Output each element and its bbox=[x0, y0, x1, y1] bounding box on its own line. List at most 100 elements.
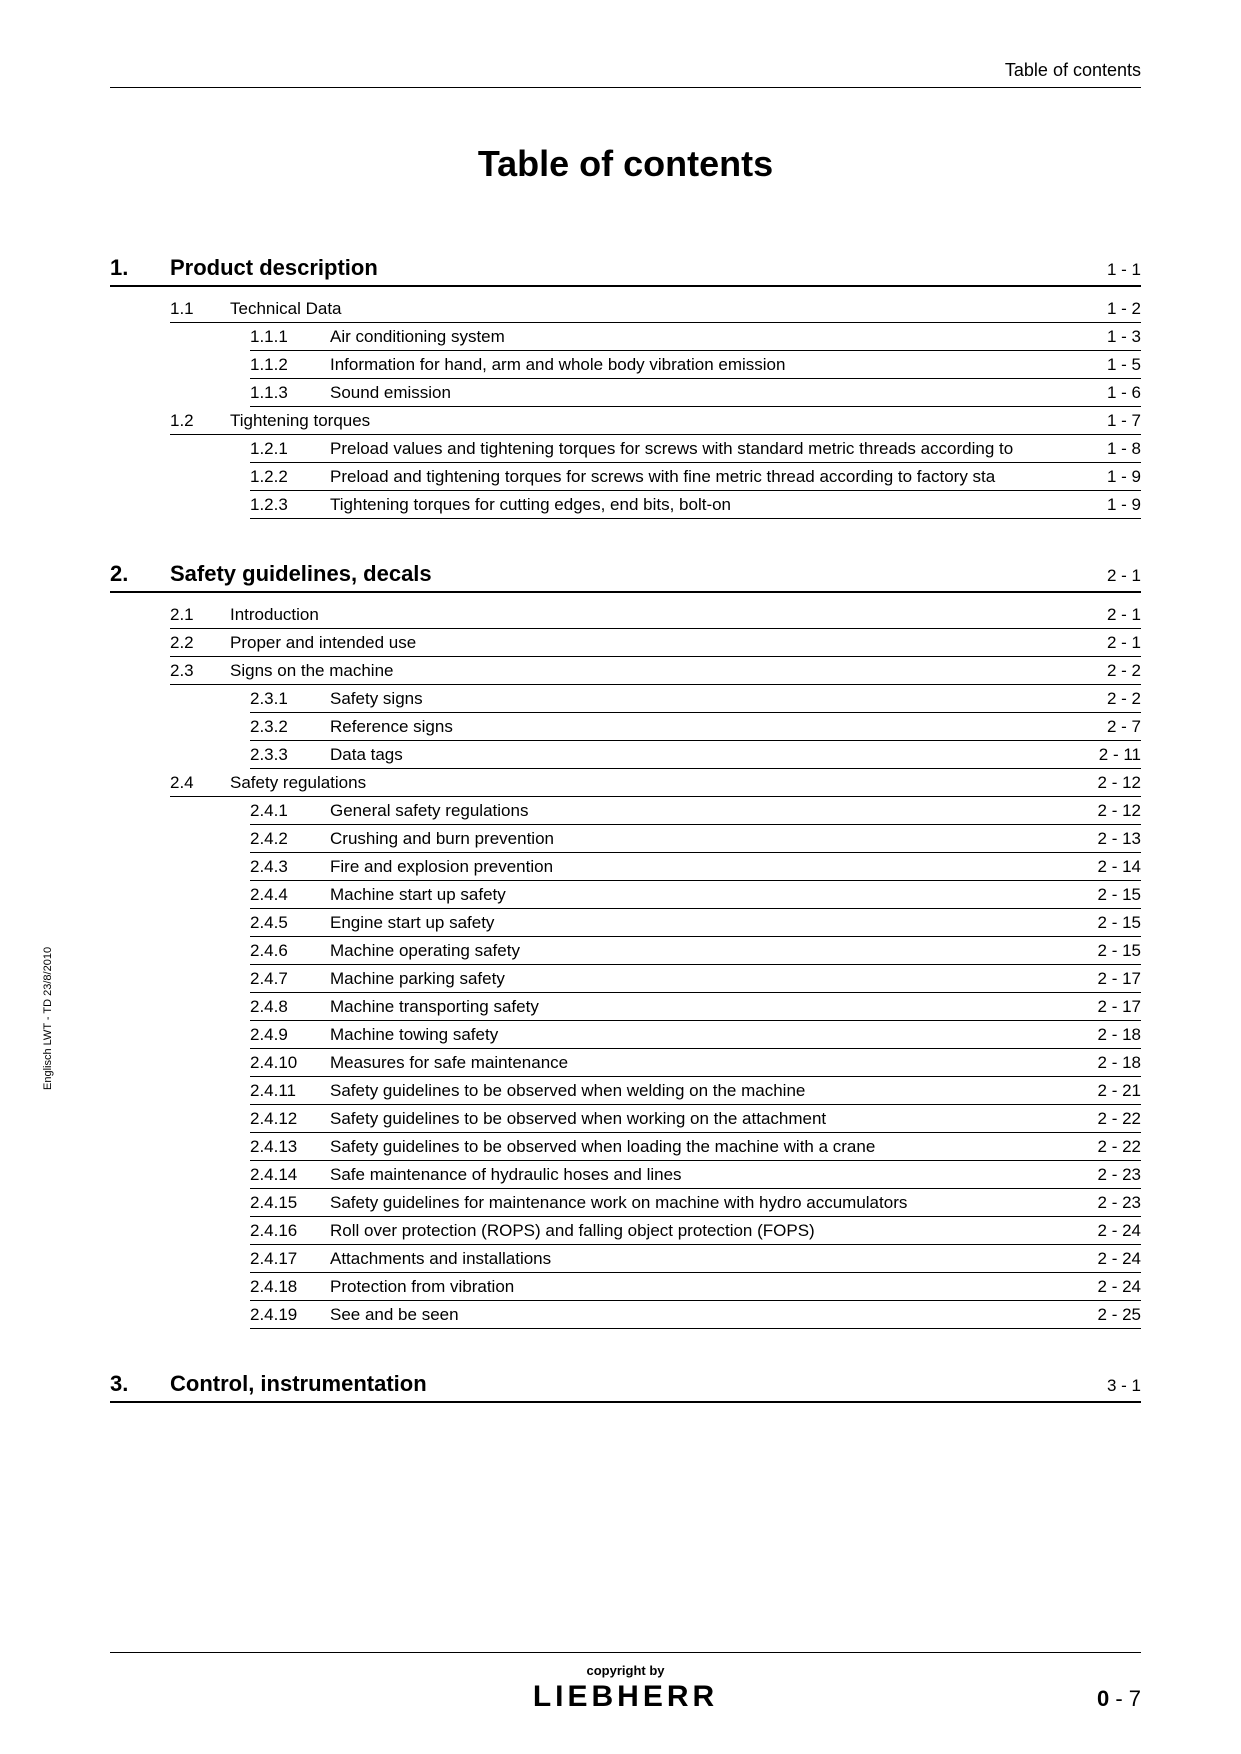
page-number: 0 - 7 bbox=[1097, 1686, 1141, 1712]
sub-title: Signs on the machine bbox=[230, 661, 1087, 681]
subsub-page: 2 - 15 bbox=[1078, 885, 1141, 905]
subsub-row: 2.4.9Machine towing safety2 - 18 bbox=[250, 1021, 1141, 1049]
footer: copyright by LIEBHERR 0 - 7 bbox=[110, 1652, 1141, 1714]
sub-title: Safety regulations bbox=[230, 773, 1078, 793]
subsub-title: Machine transporting safety bbox=[330, 997, 1078, 1017]
subsub-title: Machine operating safety bbox=[330, 941, 1078, 961]
sub-num: 1.1 bbox=[170, 299, 230, 319]
subsub-num: 2.3.3 bbox=[250, 745, 330, 765]
sub-page: 2 - 12 bbox=[1078, 773, 1141, 793]
section: 2.Safety guidelines, decals2 - 1 2.1Intro… bbox=[110, 561, 1141, 1329]
subsub-row: 2.4.3Fire and explosion prevention2 - 14 bbox=[250, 853, 1141, 881]
sub-num: 2.1 bbox=[170, 605, 230, 625]
subsub-page: 2 - 21 bbox=[1078, 1081, 1141, 1101]
sub-num: 2.2 bbox=[170, 633, 230, 653]
subsub-num: 1.1.3 bbox=[250, 383, 330, 403]
sub-title: Tightening torques bbox=[230, 411, 1087, 431]
subsub-title: Air conditioning system bbox=[330, 327, 1087, 347]
subsub-title: Safety guidelines to be observed when we… bbox=[330, 1081, 1078, 1101]
subsub-num: 2.4.8 bbox=[250, 997, 330, 1017]
sub-row: 2.1Introduction2 - 1 bbox=[170, 601, 1141, 629]
subsub-page: 2 - 13 bbox=[1078, 829, 1141, 849]
subsub-row: 2.4.8Machine transporting safety2 - 17 bbox=[250, 993, 1141, 1021]
subsub-title: Fire and explosion prevention bbox=[330, 857, 1078, 877]
section: 3.Control, instrumentation3 - 1 bbox=[110, 1371, 1141, 1403]
section-head: 2.Safety guidelines, decals2 - 1 bbox=[110, 561, 1141, 593]
subsub-title: Machine parking safety bbox=[330, 969, 1078, 989]
subsub-row: 2.4.1General safety regulations2 - 12 bbox=[250, 797, 1141, 825]
sub-page: 1 - 7 bbox=[1087, 411, 1141, 431]
subsub-page: 2 - 12 bbox=[1078, 801, 1141, 821]
sub-title: Proper and intended use bbox=[230, 633, 1087, 653]
brand-logo: LIEBHERR bbox=[110, 1680, 1141, 1714]
subsub-num: 1.2.1 bbox=[250, 439, 330, 459]
subsub-page: 2 - 15 bbox=[1078, 913, 1141, 933]
subsub-page: 1 - 3 bbox=[1087, 327, 1141, 347]
header-label: Table of contents bbox=[110, 60, 1141, 88]
subsub-page: 2 - 24 bbox=[1078, 1249, 1141, 1269]
subsub-page: 2 - 2 bbox=[1087, 689, 1141, 709]
subsub-row: 2.3.1Safety signs2 - 2 bbox=[250, 685, 1141, 713]
page-number-rest: - 7 bbox=[1109, 1686, 1141, 1711]
subsub-row: 2.4.12Safety guidelines to be observed w… bbox=[250, 1105, 1141, 1133]
subsub-num: 2.4.6 bbox=[250, 941, 330, 961]
subsub-row: 2.4.14Safe maintenance of hydraulic hose… bbox=[250, 1161, 1141, 1189]
subsub-row: 2.4.15Safety guidelines for maintenance … bbox=[250, 1189, 1141, 1217]
subsub-page: 2 - 22 bbox=[1078, 1137, 1141, 1157]
subsub-num: 2.4.14 bbox=[250, 1165, 330, 1185]
sub-row: 2.3Signs on the machine2 - 2 bbox=[170, 657, 1141, 685]
subsub-row: 2.3.2Reference signs2 - 7 bbox=[250, 713, 1141, 741]
subsub-row: 2.4.13Safety guidelines to be observed w… bbox=[250, 1133, 1141, 1161]
subsub-title: Engine start up safety bbox=[330, 913, 1078, 933]
subsub-row: 2.4.6Machine operating safety2 - 15 bbox=[250, 937, 1141, 965]
subsub-num: 1.2.2 bbox=[250, 467, 330, 487]
section-page: 2 - 1 bbox=[1107, 566, 1141, 586]
page-number-bold: 0 bbox=[1097, 1686, 1109, 1711]
subsub-title: Tightening torques for cutting edges, en… bbox=[330, 495, 1087, 515]
subsub-page: 1 - 8 bbox=[1087, 439, 1141, 459]
subsub-title: Roll over protection (ROPS) and falling … bbox=[330, 1221, 1078, 1241]
subsub-num: 2.3.2 bbox=[250, 717, 330, 737]
section-head: 1.Product description1 - 1 bbox=[110, 255, 1141, 287]
side-text: Englisch LWT - TD 23/8/2010 bbox=[42, 947, 54, 1090]
subsub-num: 2.4.10 bbox=[250, 1053, 330, 1073]
sub-title: Technical Data bbox=[230, 299, 1087, 319]
sub-page: 2 - 1 bbox=[1087, 633, 1141, 653]
subsub-title: Protection from vibration bbox=[330, 1277, 1078, 1297]
section-page: 1 - 1 bbox=[1107, 260, 1141, 280]
subsub-title: Safe maintenance of hydraulic hoses and … bbox=[330, 1165, 1078, 1185]
section-num: 3. bbox=[110, 1371, 170, 1397]
sub-title: Introduction bbox=[230, 605, 1087, 625]
subsub-row: 2.4.2Crushing and burn prevention2 - 13 bbox=[250, 825, 1141, 853]
subsub-num: 2.4.1 bbox=[250, 801, 330, 821]
subsub-page: 2 - 14 bbox=[1078, 857, 1141, 877]
subsub-row: 1.1.3Sound emission1 - 6 bbox=[250, 379, 1141, 407]
subsub-page: 2 - 18 bbox=[1078, 1025, 1141, 1045]
subsub-title: Preload values and tightening torques fo… bbox=[330, 439, 1087, 459]
subsub-num: 2.4.16 bbox=[250, 1221, 330, 1241]
subsub-title: Machine towing safety bbox=[330, 1025, 1078, 1045]
sub-row: 1.1Technical Data1 - 2 bbox=[170, 295, 1141, 323]
sub-page: 1 - 2 bbox=[1087, 299, 1141, 319]
subsub-title: Preload and tightening torques for screw… bbox=[330, 467, 1087, 487]
subsub-row: 2.4.10Measures for safe maintenance2 - 1… bbox=[250, 1049, 1141, 1077]
subsub-num: 2.4.3 bbox=[250, 857, 330, 877]
subsub-num: 1.1.2 bbox=[250, 355, 330, 375]
subsub-page: 2 - 17 bbox=[1078, 969, 1141, 989]
subsub-row: 2.4.4Machine start up safety2 - 15 bbox=[250, 881, 1141, 909]
subsub-row: 2.4.17Attachments and installations2 - 2… bbox=[250, 1245, 1141, 1273]
subsub-row: 1.1.1Air conditioning system1 - 3 bbox=[250, 323, 1141, 351]
subsub-num: 2.4.4 bbox=[250, 885, 330, 905]
subsub-num: 2.4.5 bbox=[250, 913, 330, 933]
section-title: Control, instrumentation bbox=[170, 1371, 1107, 1397]
subsub-row: 2.3.3Data tags2 - 11 bbox=[250, 741, 1141, 769]
subsub-row: 1.2.2Preload and tightening torques for … bbox=[250, 463, 1141, 491]
sub-row: 2.2Proper and intended use2 - 1 bbox=[170, 629, 1141, 657]
subsub-page: 2 - 17 bbox=[1078, 997, 1141, 1017]
subsub-num: 2.4.7 bbox=[250, 969, 330, 989]
section: 1.Product description1 - 1 1.1Technical D… bbox=[110, 255, 1141, 519]
sub-page: 2 - 2 bbox=[1087, 661, 1141, 681]
subsub-title: See and be seen bbox=[330, 1305, 1078, 1325]
section-num: 2. bbox=[110, 561, 170, 587]
sub-row: 1.2Tightening torques1 - 7 bbox=[170, 407, 1141, 435]
